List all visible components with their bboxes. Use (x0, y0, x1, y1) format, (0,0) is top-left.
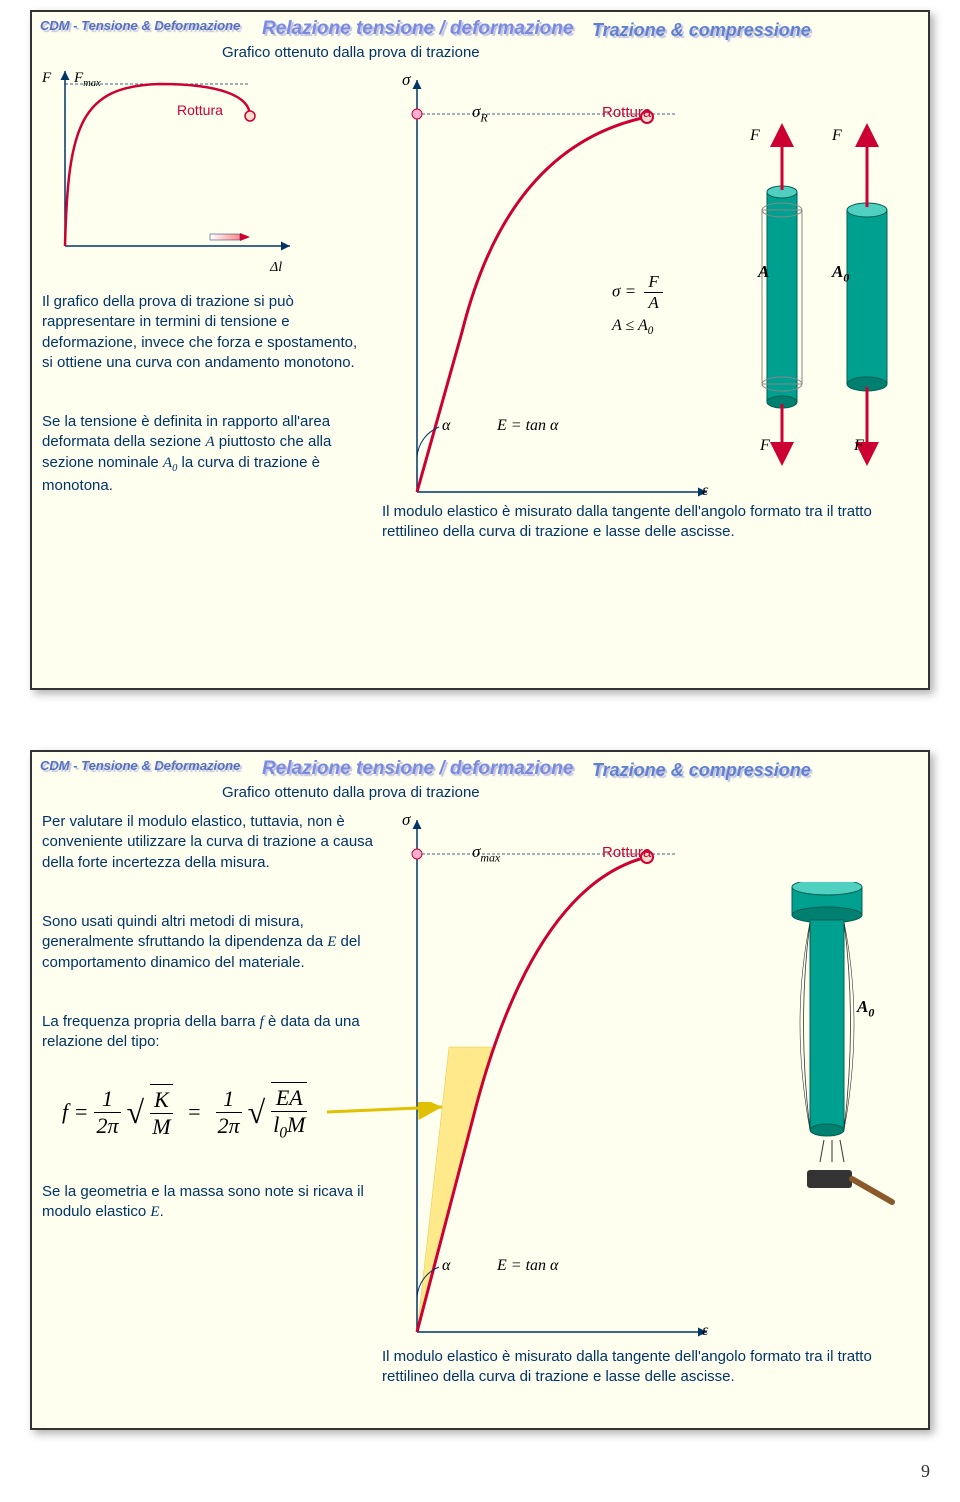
badge-left: CDM - Tensione & Deformazione (40, 18, 240, 33)
subtitle: Grafico ottenuto dalla prova di trazione (222, 44, 480, 61)
badge-left-2: CDM - Tensione & Deformazione (40, 758, 240, 773)
badge-right: Trazione & compressione (592, 20, 811, 41)
cyl-A: A (758, 262, 769, 282)
para2: Se la tensione è definita in rapporto al… (42, 412, 362, 496)
small-rupture-label: Rottura (177, 102, 223, 118)
rupture-2: Rottura (602, 844, 651, 861)
e-tan-alpha-2: E = tan α (497, 1257, 558, 1275)
bar-hammer (752, 882, 902, 1222)
main-rupture: Rottura (602, 104, 651, 121)
bar-A0: A0 (857, 997, 874, 1020)
s2-para4: Se la geometria e la massa sono note si … (42, 1182, 377, 1223)
main-graph-1 (387, 72, 717, 512)
caption-1: Il modulo elastico è misurato dalla tang… (382, 502, 912, 543)
cyl2-F-bot: F (854, 437, 864, 455)
sigma-axis-2: σ (402, 810, 410, 830)
caption-2: Il modulo elastico è misurato dalla tang… (382, 1347, 912, 1388)
cylinders (732, 92, 922, 472)
cyl1-F-top: F (750, 127, 760, 145)
sigma-max: σmax (472, 842, 500, 865)
alpha-1: α (442, 417, 450, 435)
badge-right-2: Trazione & compressione (592, 760, 811, 781)
slide-2: CDM - Tensione & Deformazione Relazione … (30, 750, 930, 1430)
alpha-2: α (442, 1257, 450, 1275)
epsilon-1: ε (702, 482, 708, 500)
e-tan-alpha: E = tan α (497, 417, 558, 435)
small-x-label: Δl (270, 260, 282, 276)
epsilon-2: ε (702, 1322, 708, 1340)
page-number: 9 (921, 1461, 930, 1482)
sigma-r: σR (472, 102, 488, 125)
s2-para2: Sono usati quindi altri metodi di misura… (42, 912, 377, 973)
slide-1: CDM - Tensione & Deformazione Relazione … (30, 10, 930, 690)
s2-para1: Per valutare il modulo elastico, tuttavi… (42, 812, 377, 873)
a-leq-a0: A ≤ A0 (612, 317, 653, 337)
freq-formula: f = 1 2π √ K M = 1 2π √ EA l0M (62, 1082, 307, 1142)
cyl2-F-top: F (832, 127, 842, 145)
s2-para3: La frequenza propria della barra f è dat… (42, 1012, 377, 1053)
sigma-axis: σ (402, 70, 410, 90)
para1: Il grafico della prova di trazione si pu… (42, 292, 362, 373)
cyl-A0: A0 (832, 262, 849, 285)
sigma-eq: σ = F A (612, 272, 663, 313)
small-fmax: Fmax (74, 70, 101, 89)
small-graph (40, 66, 300, 266)
badge-center: Relazione tensione / deformazione (262, 18, 573, 40)
subtitle-2: Grafico ottenuto dalla prova di trazione (222, 784, 480, 801)
arrow-to-highlight (322, 1102, 472, 1182)
small-y-label: F (42, 70, 51, 87)
badge-center-2: Relazione tensione / deformazione (262, 758, 573, 780)
cyl1-F-bot: F (760, 437, 770, 455)
